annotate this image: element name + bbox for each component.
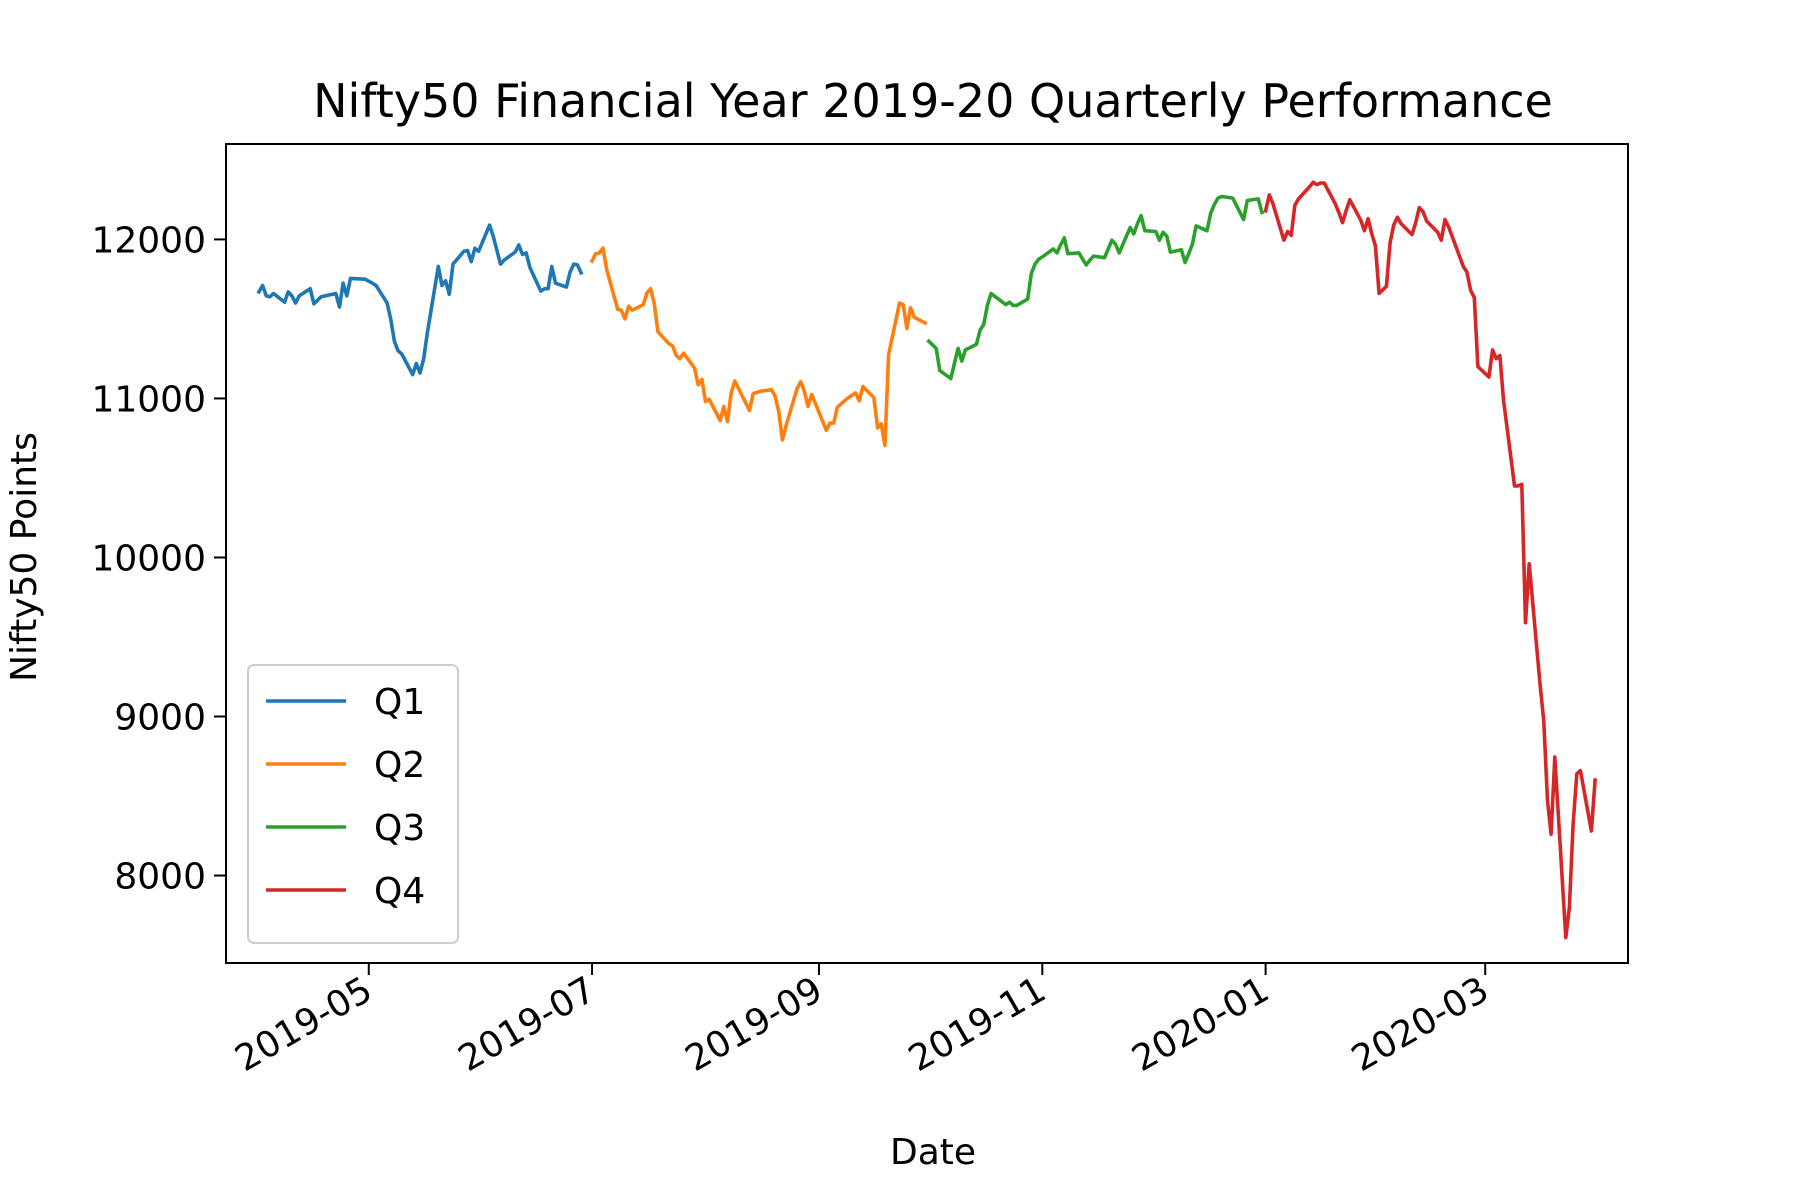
y-axis-label: Nifty50 Points [4,432,45,682]
legend-label-q4: Q4 [374,871,425,912]
y-tick-label-8000: 8000 [114,857,206,898]
y-tick-label-11000: 11000 [91,379,206,420]
x-tick-label-2019-11: 2019-11 [902,969,1053,1080]
series-line-q4 [1263,180,1598,940]
series-line-q3 [926,194,1265,381]
x-axis-label: Date [890,1132,976,1173]
legend: Q1 Q2 Q3 Q4 [247,664,459,944]
x-tick-label-2019-09: 2019-09 [679,969,830,1080]
legend-label-q3: Q3 [374,808,425,849]
x-tick-label-2019-05: 2019-05 [228,969,379,1080]
x-axis: 2019-05 2019-07 2019-09 2019-11 2020-01 2020-… [228,963,1496,1080]
y-tick-label-10000: 10000 [91,538,206,579]
plot-frame [225,143,1629,964]
y-tick-label-9000: 9000 [114,698,206,739]
series-line-q1 [256,223,584,377]
x-tick-label-2020-03: 2020-03 [1345,969,1496,1080]
series-line-q2 [589,246,928,448]
legend-label-q1: Q1 [374,682,425,723]
legend-box [247,664,459,944]
x-tick-label-2019-07: 2019-07 [452,969,603,1080]
x-tick-label-2020-01: 2020-01 [1125,969,1276,1080]
y-tick-label-12000: 12000 [91,220,206,261]
y-axis: 8000 9000 10000 11000 12000 [91,220,226,898]
legend-label-q2: Q2 [374,745,425,786]
chart-title: Nifty50 Financial Year 2019-20 Quarterly… [313,74,1553,128]
plot-area [225,143,1629,964]
